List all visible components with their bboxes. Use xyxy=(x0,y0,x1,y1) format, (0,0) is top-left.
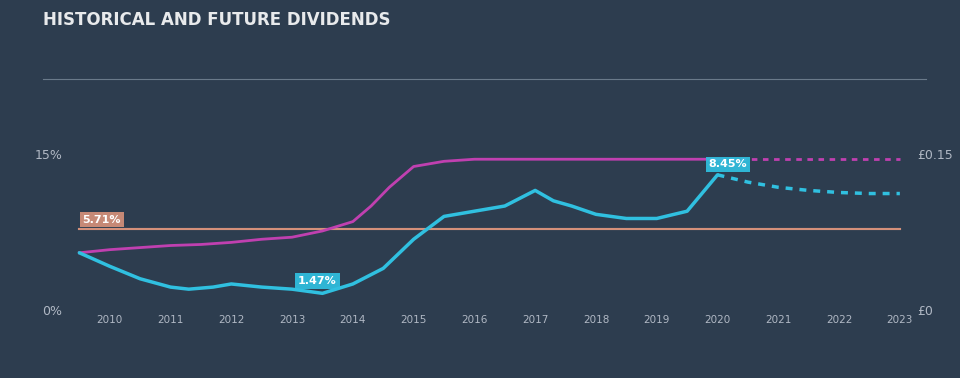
Y-axis label: DPS: DPS xyxy=(956,194,960,218)
Text: 5.71%: 5.71% xyxy=(83,215,121,225)
Text: 1.47%: 1.47% xyxy=(299,276,337,286)
Text: HISTORICAL AND FUTURE DIVIDENDS: HISTORICAL AND FUTURE DIVIDENDS xyxy=(43,11,391,29)
Text: 8.45%: 8.45% xyxy=(708,160,747,169)
